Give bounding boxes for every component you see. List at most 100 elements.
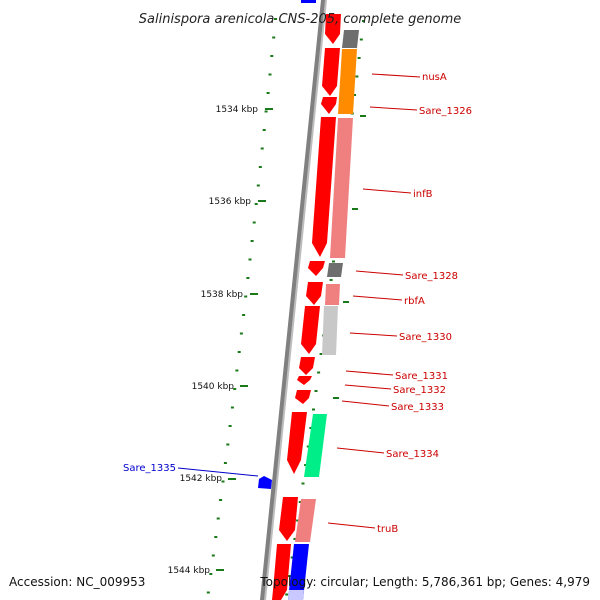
inner-tick-dot: [242, 314, 246, 316]
gene-arrow-1332: [297, 376, 312, 385]
gene-label-sare-1333: Sare_1333: [391, 402, 444, 413]
track-segment-lavender-bottom: [288, 590, 304, 600]
track-segment-lightgray-1330: [322, 306, 338, 355]
leader-trub: [327, 522, 376, 529]
leader-sare-1328: [355, 270, 404, 276]
gene-label-sare-1326: Sare_1326: [419, 106, 472, 117]
inner-tick-dot: [270, 55, 274, 57]
inner-tick-dot: [272, 36, 276, 39]
gene-arrow-1330: [301, 306, 320, 354]
inner-tick-dot: [206, 591, 210, 594]
outer-tick-dot: [317, 371, 321, 374]
gene-arrow-trub: [279, 497, 298, 541]
inner-tick-dot: [219, 499, 223, 501]
track-segment-gray-1328: [327, 263, 343, 277]
scale-label-1542: 1542 kbp: [180, 474, 223, 484]
leader-sare-1326: [369, 106, 418, 111]
inner-tick-dot: [235, 369, 239, 372]
reverse-gene-sare1335: [258, 476, 272, 489]
gene-arrow-1333: [295, 390, 311, 404]
gene-labels: nusA Sare_1326 infB Sare_1328 rbfA Sare_…: [123, 72, 472, 535]
gene-arrow-rbfa: [306, 282, 323, 305]
inner-tick-dot: [266, 92, 270, 94]
genome-backbone: [260, 0, 326, 600]
outer-tick-dot: [301, 482, 305, 485]
outer-tick-dot: [309, 427, 313, 429]
scale-label-1534: 1534 kbp: [216, 105, 259, 115]
gene-arrow-bottom: [272, 544, 291, 600]
inner-tick-dot: [248, 258, 252, 261]
gene-label-sare-1328: Sare_1328: [405, 271, 458, 282]
gene-label-sare-1334: Sare_1334: [386, 449, 439, 460]
gene-label-sare-1335: Sare_1335: [123, 463, 176, 474]
track-segment-orange: [338, 49, 357, 114]
inner-tick-dot: [228, 425, 232, 427]
inner-tick-dot: [252, 221, 256, 224]
track-segment-pink-infb: [330, 118, 353, 258]
gene-arrow-1334: [287, 412, 307, 474]
gene-label-sare-1330: Sare_1330: [399, 332, 452, 343]
leader-sare-1330: [349, 332, 398, 337]
outer-long-ticks: [333, 115, 366, 399]
outer-tick-dot: [319, 353, 323, 355]
track-segment-green-1334: [304, 414, 327, 477]
gene-arrow-1331: [299, 357, 315, 375]
outer-tick-dot: [296, 519, 300, 522]
gene-label-trub: truB: [377, 524, 398, 535]
outer-tick-dot: [304, 464, 308, 466]
outer-tick-dot: [355, 75, 359, 78]
outer-tick-dot: [285, 593, 289, 596]
outer-tick-dot: [314, 390, 318, 392]
map-title: Salinispora arenicola CNS-205, complete …: [139, 12, 461, 27]
inner-tick-dot: [268, 73, 272, 76]
gene-label-sare-1332: Sare_1332: [393, 385, 446, 396]
accession-text: Accession: NC_009953: [9, 575, 145, 589]
genome-backbone-highlight: [264, 0, 327, 600]
track-segment-pink-rbfa: [325, 284, 340, 305]
inner-tick-dot: [221, 480, 225, 483]
track-segment-blue-bottom: [288, 544, 309, 600]
inner-tick-dot: [246, 277, 250, 279]
inner-tick-dot: [256, 184, 260, 187]
leader-infb: [362, 188, 412, 194]
inner-tick-dot: [214, 536, 218, 538]
outer-tick-dot: [332, 260, 335, 263]
gene-label-leaders: [177, 73, 421, 529]
outer-tick-dot: [306, 445, 310, 448]
feature-tracks: [288, 30, 359, 600]
scale-label-1540: 1540 kbp: [192, 382, 235, 392]
gene-label-rbfa: rbfA: [404, 296, 425, 307]
inner-tick-dot: [274, 18, 277, 20]
outer-tick-dot: [362, 20, 365, 22]
outer-tick-dot: [312, 408, 315, 411]
inner-tick-dot: [264, 110, 268, 113]
leader-sare-1331: [345, 370, 394, 376]
gene-label-sare-1331: Sare_1331: [395, 371, 448, 382]
scale-label-1544: 1544 kbp: [168, 566, 211, 576]
gene-arrow-nusa: [322, 48, 340, 96]
gene-arrow-small-1: [321, 97, 337, 114]
outer-tick-dot: [353, 94, 357, 96]
gene-label-infb: infB: [413, 189, 433, 200]
inner-tick-dot: [216, 517, 220, 520]
outer-tick-dot: [359, 38, 363, 41]
outer-tick-dot: [290, 556, 294, 559]
leader-sare-1334: [336, 447, 385, 454]
inner-tick-dot: [237, 351, 241, 353]
outer-tick-dot: [288, 575, 291, 577]
inner-tick-dot: [258, 166, 262, 168]
outer-tick-dot: [298, 501, 302, 503]
genome-summary-text: Topology: circular; Length: 5,786,361 bp…: [259, 575, 590, 589]
gene-label-nusa: nusA: [422, 72, 447, 83]
inner-tick-dot: [262, 129, 266, 131]
inner-tick-dot: [239, 332, 243, 335]
inner-tick-dot: [223, 462, 227, 464]
leader-sare-1332: [344, 384, 392, 390]
leader-rbfa: [352, 295, 403, 301]
outer-tick-dot: [357, 57, 361, 59]
leader-sare-1333: [341, 400, 390, 407]
leader-sare-1335: [177, 467, 259, 477]
inner-tick-dot: [226, 443, 230, 446]
inner-tick-dot: [254, 203, 258, 205]
